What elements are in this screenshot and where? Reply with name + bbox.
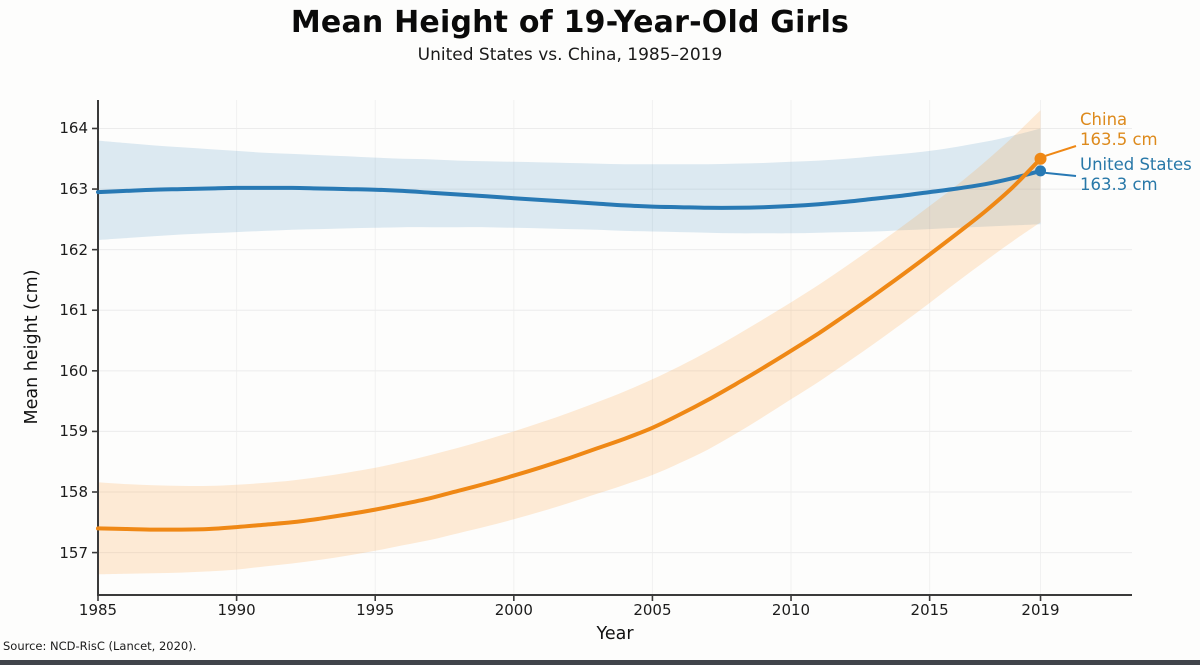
x-tick-label: 2019 bbox=[1021, 601, 1060, 619]
y-tick-label: 159 bbox=[59, 422, 88, 441]
y-tick-label: 160 bbox=[59, 361, 88, 380]
china-line bbox=[96, 156, 1043, 532]
x-tick-label: 2000 bbox=[494, 601, 533, 619]
us-confidence-band bbox=[98, 128, 1041, 240]
y-tick-label: 164 bbox=[59, 119, 88, 138]
us-series-value: 163.3 cm bbox=[1080, 175, 1158, 195]
y-tick-label: 158 bbox=[59, 483, 88, 501]
china-series-annotation: China 163.5 cm bbox=[1080, 110, 1158, 150]
y-tick-label: 161 bbox=[59, 301, 88, 320]
us-line bbox=[96, 168, 1043, 210]
x-tick-label: 1985 bbox=[78, 601, 118, 619]
us-series-name: United States bbox=[1080, 155, 1192, 174]
y-tick-label: 163 bbox=[59, 180, 88, 199]
y-axis-title: Mean height (cm) bbox=[22, 269, 42, 425]
bottom-edge-strip bbox=[0, 660, 1200, 665]
x-tick-label: 2005 bbox=[633, 601, 672, 619]
source-note: Source: NCD-RisC (Lancet, 2020). bbox=[3, 639, 197, 653]
x-tick-label: 1995 bbox=[356, 601, 395, 619]
china-end-dot bbox=[1034, 152, 1047, 165]
chart-subtitle: United States vs. China, 1985–2019 bbox=[417, 45, 723, 65]
x-tick-label: 2015 bbox=[910, 601, 949, 619]
us-series-annotation: United States 163.3 cm bbox=[1080, 155, 1192, 195]
china-series-name: China bbox=[1080, 110, 1128, 129]
chart-title: Mean Height of 19-Year-Old Girls bbox=[290, 5, 850, 40]
y-tick-label: 162 bbox=[59, 240, 88, 259]
y-tick-label: 157 bbox=[59, 543, 88, 562]
x-axis-title: Year bbox=[596, 624, 634, 644]
x-tick-label: 2010 bbox=[771, 601, 811, 619]
x-tick-label: 1990 bbox=[217, 601, 256, 619]
china-leader-line bbox=[1045, 145, 1077, 157]
us-end-dot bbox=[1035, 165, 1047, 177]
us-leader-line bbox=[1045, 171, 1077, 177]
china-series-value: 163.5 cm bbox=[1080, 130, 1158, 150]
